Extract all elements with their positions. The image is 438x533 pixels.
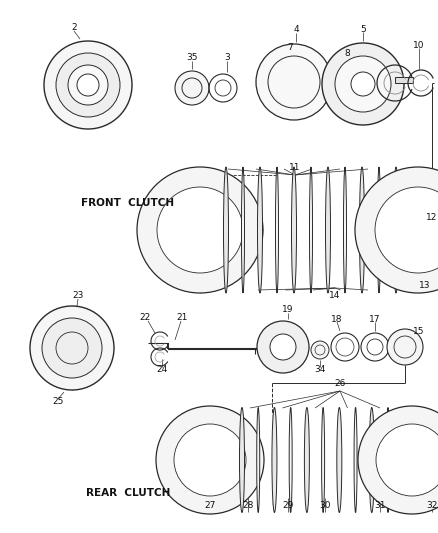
Circle shape: [157, 187, 243, 273]
Text: 17: 17: [369, 314, 381, 324]
Text: 35: 35: [186, 53, 198, 62]
Text: 12: 12: [426, 214, 438, 222]
Circle shape: [375, 187, 438, 273]
Circle shape: [137, 167, 263, 293]
Ellipse shape: [325, 167, 331, 293]
Text: 4: 4: [293, 26, 299, 35]
Text: 10: 10: [413, 41, 425, 50]
Circle shape: [56, 53, 120, 117]
Circle shape: [311, 341, 329, 359]
Text: 21: 21: [177, 313, 188, 322]
Ellipse shape: [258, 167, 262, 293]
Text: 19: 19: [282, 305, 294, 314]
Text: 27: 27: [204, 500, 215, 510]
Circle shape: [174, 424, 246, 496]
Ellipse shape: [354, 408, 357, 513]
Text: 26: 26: [334, 378, 346, 387]
Text: 5: 5: [360, 25, 366, 34]
Circle shape: [376, 424, 438, 496]
Text: 8: 8: [344, 49, 350, 58]
Text: 2: 2: [71, 23, 77, 33]
Ellipse shape: [343, 167, 346, 293]
Ellipse shape: [393, 167, 399, 293]
Circle shape: [351, 72, 375, 96]
Ellipse shape: [241, 167, 244, 293]
Circle shape: [42, 318, 102, 378]
Ellipse shape: [310, 167, 312, 293]
Ellipse shape: [257, 408, 260, 513]
Circle shape: [44, 41, 132, 129]
Text: 32: 32: [426, 500, 438, 510]
Ellipse shape: [360, 167, 364, 293]
Ellipse shape: [369, 408, 374, 513]
Ellipse shape: [289, 408, 292, 513]
Circle shape: [30, 306, 114, 390]
Text: 14: 14: [329, 292, 341, 301]
Text: 22: 22: [139, 313, 151, 322]
Ellipse shape: [386, 408, 389, 513]
Text: FRONT  CLUTCH: FRONT CLUTCH: [81, 198, 175, 208]
Text: 15: 15: [413, 327, 425, 335]
Circle shape: [358, 406, 438, 514]
Circle shape: [322, 43, 404, 125]
Circle shape: [175, 71, 209, 105]
Ellipse shape: [337, 408, 342, 513]
Ellipse shape: [272, 408, 277, 513]
Text: 25: 25: [52, 398, 64, 407]
Circle shape: [77, 74, 99, 96]
Text: 7: 7: [287, 43, 293, 52]
Ellipse shape: [304, 408, 309, 513]
Ellipse shape: [378, 167, 381, 293]
Circle shape: [156, 406, 264, 514]
Ellipse shape: [223, 167, 229, 293]
Text: 11: 11: [289, 163, 301, 172]
Text: 18: 18: [331, 314, 343, 324]
Ellipse shape: [292, 167, 297, 293]
Text: 24: 24: [156, 366, 168, 375]
Text: 28: 28: [242, 500, 254, 510]
Circle shape: [387, 329, 423, 365]
Text: 31: 31: [374, 500, 386, 510]
Circle shape: [335, 56, 391, 112]
Text: 13: 13: [419, 280, 431, 289]
Circle shape: [355, 167, 438, 293]
Ellipse shape: [240, 408, 244, 513]
Circle shape: [257, 321, 309, 373]
Text: REAR  CLUTCH: REAR CLUTCH: [86, 488, 170, 498]
Ellipse shape: [276, 167, 279, 293]
Text: 34: 34: [314, 366, 326, 375]
Text: 30: 30: [319, 500, 331, 510]
Circle shape: [68, 65, 108, 105]
Text: 3: 3: [224, 53, 230, 62]
Ellipse shape: [321, 408, 325, 513]
Bar: [395, 77, 413, 83]
Circle shape: [270, 334, 296, 360]
Text: 29: 29: [283, 500, 294, 510]
Circle shape: [256, 44, 332, 120]
Text: 23: 23: [72, 292, 84, 301]
